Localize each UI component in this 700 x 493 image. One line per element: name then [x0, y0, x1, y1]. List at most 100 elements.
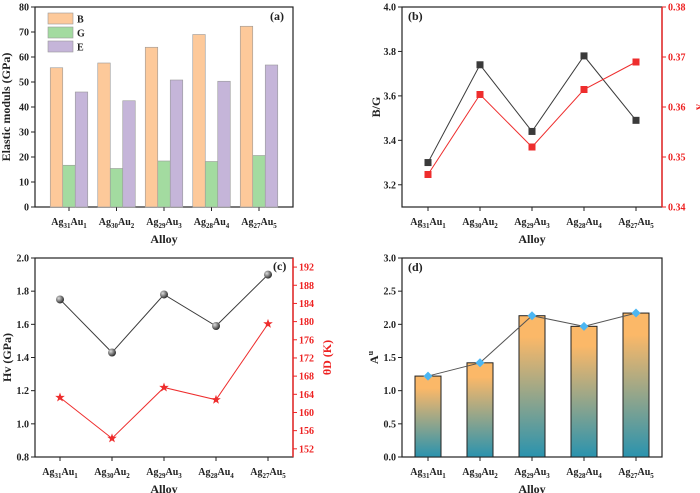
series-line-v	[427, 61, 637, 175]
y-tick-label: 80	[19, 3, 29, 14]
x-tick-label: Ag28Au4	[194, 217, 230, 230]
marker-v	[424, 171, 432, 178]
bar	[414, 375, 442, 458]
legend-label: B	[77, 15, 84, 26]
y2-tick-label: 172	[299, 353, 314, 364]
y-tick-label: 1.4	[17, 353, 30, 364]
marker-Hv	[56, 295, 64, 304]
label-part: 1	[442, 222, 446, 230]
label-part: 28	[210, 472, 218, 480]
label-part: Au	[637, 467, 650, 478]
label-part: Au	[260, 217, 273, 228]
label-part: 27	[630, 222, 638, 230]
y-tick-label: 0.5	[384, 419, 397, 430]
label-part: Au	[585, 467, 598, 478]
label-part: Au	[481, 217, 494, 228]
y2-axis-label: v	[691, 104, 700, 110]
label-part: Ag	[99, 217, 111, 228]
marker-θD	[55, 392, 65, 402]
label-part: 3	[178, 222, 182, 230]
label-part: Au	[217, 467, 230, 478]
label-part: Ag	[514, 217, 526, 228]
label-part: 2	[131, 222, 135, 230]
y2-tick-label: 160	[299, 408, 314, 419]
label-part: 5	[650, 222, 654, 230]
y-tick-label: 3.8	[384, 47, 397, 58]
marker-B/G	[580, 52, 588, 60]
x-tick-label: Ag28Au4	[198, 467, 234, 480]
bar-G	[252, 155, 266, 208]
label-part: Au	[165, 467, 178, 478]
label-part: 27	[253, 222, 261, 230]
label-part: Ag	[194, 217, 206, 228]
x-axis-label: Alloy	[150, 482, 177, 493]
x-tick-label: Ag31Au1	[51, 217, 87, 230]
y-axis-label: Elastic moduls (GPa)	[0, 53, 13, 162]
y-tick-label: 1.6	[17, 320, 30, 331]
label-part: Au	[585, 217, 598, 228]
bar-E	[74, 91, 89, 208]
marker-v	[632, 58, 640, 66]
marker-Hv	[160, 290, 168, 299]
marker-Hv	[264, 270, 272, 279]
marker-v	[580, 86, 588, 93]
label-part: 28	[206, 222, 214, 230]
label-part: 31	[54, 472, 62, 480]
marker-B/G	[632, 116, 640, 124]
label-part: 29	[158, 472, 166, 480]
y2-tick-label: 192	[299, 263, 314, 274]
plot-frame	[401, 6, 663, 208]
x-axis-label: Alloy	[518, 482, 545, 493]
x-axis-label: Alloy	[150, 232, 177, 246]
y-tick-label: 0.0	[384, 453, 397, 464]
label-part: 29	[158, 222, 166, 230]
y2-tick-label: 168	[299, 372, 314, 383]
marker-θD	[263, 318, 273, 328]
marker-diamond	[527, 311, 537, 321]
panel-label: (b)	[408, 9, 423, 23]
y-tick-label: 4.0	[384, 3, 397, 14]
x-tick-label: Ag28Au4	[566, 467, 602, 480]
y-tick-label: 40	[19, 103, 29, 114]
label-part: 4	[226, 222, 230, 230]
panel-label: (d)	[408, 260, 423, 274]
x-tick-label: Ag27Au5	[250, 467, 286, 480]
y2-tick-label: 0.38	[668, 3, 686, 14]
label-part: Au	[269, 467, 282, 478]
legend-label: E	[77, 43, 84, 54]
marker-θD	[159, 382, 169, 392]
y2-tick-label: 0.36	[668, 103, 686, 114]
label-part: Au	[429, 467, 442, 478]
label-part: Au	[113, 467, 126, 478]
label-part: 30	[474, 472, 482, 480]
label-part: Ag	[462, 217, 474, 228]
label-part: Ag	[198, 467, 210, 478]
label-part: Au	[533, 467, 546, 478]
y-tick-label: 2.5	[384, 287, 397, 298]
label-part: 3	[178, 472, 182, 480]
series-line-θD	[59, 323, 269, 440]
label-part: 31	[63, 222, 71, 230]
x-tick-label: Ag27Au5	[241, 217, 277, 230]
label-part: 28	[578, 222, 586, 230]
marker-diamond	[423, 371, 433, 381]
y2-tick-label: 176	[299, 335, 314, 346]
bar	[622, 312, 650, 458]
y-tick-label: 3.4	[384, 136, 397, 147]
bar-E	[169, 79, 184, 208]
label-part: Ag	[462, 467, 474, 478]
y2-tick-label: 180	[299, 317, 314, 328]
legend-label: G	[77, 29, 85, 40]
y-tick-label: 1.2	[17, 386, 30, 397]
y-tick-label: 30	[19, 128, 29, 139]
y-axis-label: Hv (GPa)	[0, 333, 14, 382]
x-tick-label: Ag27Au5	[618, 467, 654, 480]
label-part: Ag	[410, 467, 422, 478]
label-part: 31	[422, 222, 430, 230]
x-tick-label: Ag30Au2	[99, 217, 135, 230]
x-tick-label: Ag30Au2	[94, 467, 130, 480]
bar	[570, 325, 598, 458]
bar-G	[109, 168, 124, 208]
